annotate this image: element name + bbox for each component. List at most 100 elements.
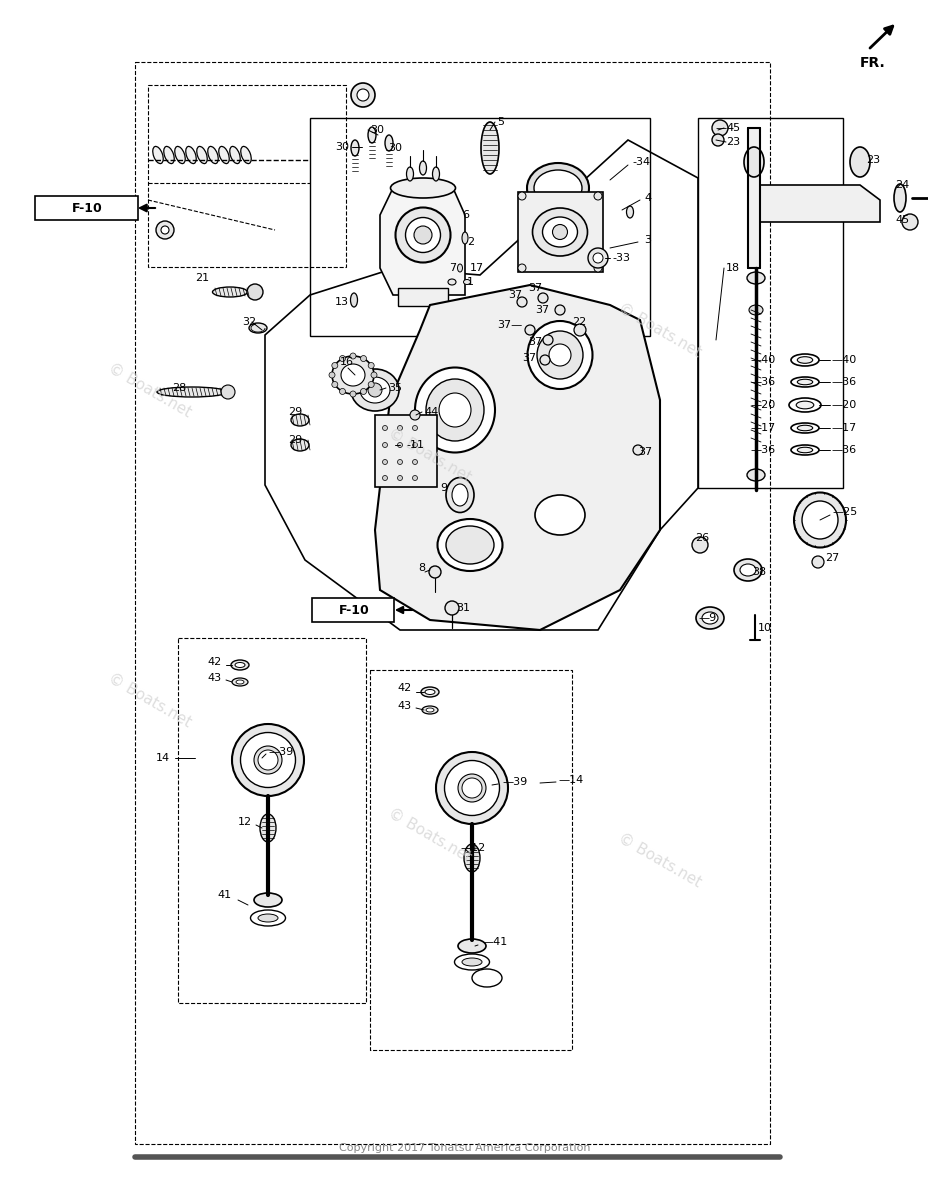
Ellipse shape [548,344,571,366]
Ellipse shape [341,364,365,386]
Ellipse shape [405,218,440,252]
Circle shape [351,82,375,107]
Text: —36: —36 [831,377,856,388]
Circle shape [161,226,169,234]
Ellipse shape [463,279,470,285]
Text: -34: -34 [631,157,650,167]
Ellipse shape [740,564,755,576]
Ellipse shape [231,660,249,670]
Text: 2: 2 [467,237,473,247]
Text: -11: -11 [406,441,423,450]
Ellipse shape [790,355,818,366]
Text: 45: 45 [894,216,909,225]
Bar [35,196,138,220]
Ellipse shape [384,135,393,151]
Text: 6: 6 [461,210,469,220]
Circle shape [517,297,526,307]
Ellipse shape [445,477,473,512]
Ellipse shape [526,163,588,213]
Circle shape [382,459,387,464]
Ellipse shape [793,492,845,548]
Ellipse shape [432,167,439,181]
Ellipse shape [788,398,820,412]
Text: 31: 31 [456,603,470,613]
Text: 7: 7 [448,263,456,273]
Ellipse shape [445,527,494,564]
Text: —36: —36 [831,445,856,455]
Ellipse shape [235,662,245,668]
Circle shape [711,134,723,146]
Text: 27: 27 [824,552,838,563]
Text: 41: 41 [218,891,232,900]
Ellipse shape [849,147,869,177]
Ellipse shape [471,969,501,987]
Circle shape [524,325,535,335]
Circle shape [331,363,338,369]
Ellipse shape [351,140,358,155]
Ellipse shape [414,226,432,244]
Polygon shape [380,188,465,294]
Ellipse shape [232,679,248,686]
Text: F-10: F-10 [339,603,369,616]
Text: © Boats.net: © Boats.net [106,670,194,730]
Ellipse shape [796,379,812,385]
Circle shape [350,353,355,359]
Ellipse shape [790,423,818,434]
Ellipse shape [461,958,482,966]
Circle shape [542,335,552,345]
Ellipse shape [458,939,485,953]
Text: 28: 28 [172,383,186,393]
Text: 14: 14 [156,753,170,763]
Ellipse shape [463,843,480,872]
Circle shape [574,324,586,336]
Ellipse shape [795,402,813,409]
Circle shape [593,192,601,200]
Text: 37: 37 [527,337,542,348]
Ellipse shape [426,708,433,712]
Circle shape [539,355,549,365]
Ellipse shape [481,123,498,174]
Text: —36: —36 [749,445,774,455]
Bar [518,192,602,272]
Ellipse shape [733,560,761,581]
Ellipse shape [458,774,485,802]
Ellipse shape [367,127,376,143]
Circle shape [518,264,525,272]
Circle shape [711,120,728,135]
Circle shape [258,750,277,770]
Text: 12: 12 [238,818,251,827]
Bar [375,415,436,487]
Ellipse shape [406,167,413,181]
Circle shape [632,445,642,455]
Ellipse shape [253,893,282,907]
Ellipse shape [421,706,437,714]
Circle shape [397,425,402,430]
Ellipse shape [743,147,763,177]
Text: 9: 9 [440,483,446,494]
Text: © Boats.net: © Boats.net [106,360,194,419]
Circle shape [382,425,387,430]
Ellipse shape [447,279,456,285]
Ellipse shape [249,323,266,333]
Circle shape [445,601,458,615]
Bar [135,62,769,1144]
Circle shape [329,372,335,378]
Text: 45: 45 [725,123,740,133]
Ellipse shape [746,272,764,284]
Ellipse shape [157,388,226,397]
Bar [697,118,842,488]
Text: —41: —41 [482,937,507,947]
Text: 42: 42 [208,657,222,667]
Text: © Boats.net: © Boats.net [615,300,703,359]
Ellipse shape [390,178,455,198]
Ellipse shape [457,264,462,272]
Ellipse shape [444,761,499,815]
Circle shape [360,389,367,395]
Ellipse shape [748,305,762,315]
Text: Copyright 2017 Tohatsu America Corporation: Copyright 2017 Tohatsu America Corporati… [339,1143,590,1153]
Ellipse shape [746,469,764,481]
Circle shape [339,356,345,362]
Text: 23: 23 [865,155,879,165]
Ellipse shape [461,232,468,244]
Text: 37: 37 [527,283,542,293]
